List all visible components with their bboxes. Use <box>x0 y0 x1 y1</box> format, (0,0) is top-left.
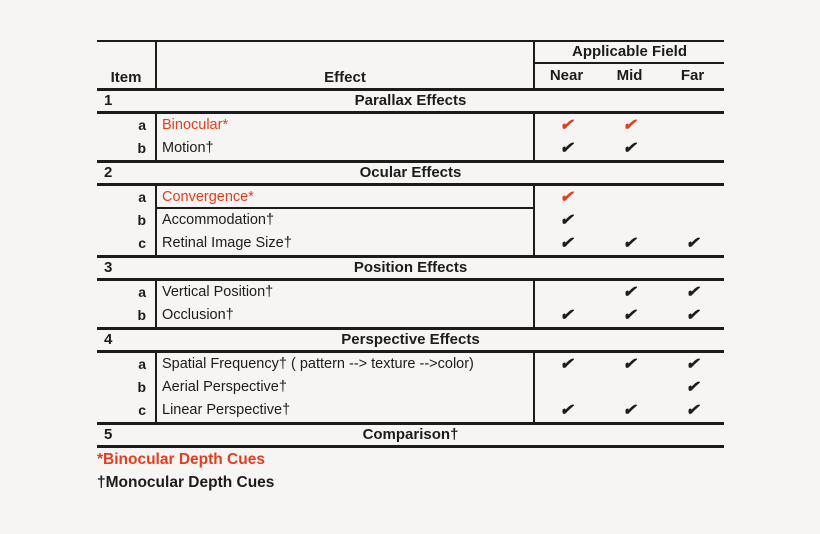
check-cell-far <box>661 209 724 232</box>
table-row-spatial-frequency: a Spatial Frequency† ( pattern --> textu… <box>97 353 724 376</box>
item-cell: b <box>97 137 157 160</box>
table-row-aerial-perspective: b Aerial Perspective† ✔ <box>97 376 724 399</box>
check-cell-near: ✔ <box>559 356 574 373</box>
check-cell-near <box>535 281 598 304</box>
effect-cell: Linear Perspective† <box>157 399 535 422</box>
item-cell: c <box>97 232 157 255</box>
section-row-parallax: 1 Parallax Effects <box>97 88 724 114</box>
effect-cell: Motion† <box>157 137 535 160</box>
check-cell-near: ✔ <box>559 307 574 324</box>
effect-cell: Vertical Position† <box>157 281 535 304</box>
section-number: 3 <box>104 259 113 276</box>
check-cell-far: ✔ <box>685 356 700 373</box>
table-row-vertical-position: a Vertical Position† ✔ ✔ <box>97 281 724 304</box>
section-number: 1 <box>104 92 113 109</box>
column-header-far: Far <box>680 67 705 84</box>
effect-cell: Binocular* <box>157 114 535 137</box>
check-cell-mid <box>598 209 661 232</box>
check-cell-near <box>535 376 598 399</box>
section-row-perspective: 4 Perspective Effects <box>97 327 724 353</box>
depth-cues-table: Item Effect Applicable Field Near Mid Fa… <box>97 40 724 448</box>
item-cell: b <box>97 209 157 232</box>
effect-cell: Spatial Frequency† ( pattern --> texture… <box>157 353 535 376</box>
column-group-applicable-field: Applicable Field <box>535 42 724 64</box>
check-cell-far <box>661 137 724 160</box>
check-cell-near: ✔ <box>559 117 574 134</box>
check-cell-mid <box>598 376 661 399</box>
section-title: Comparison† <box>362 426 459 443</box>
check-cell-mid <box>598 186 661 209</box>
check-cell-near: ✔ <box>559 402 574 419</box>
section-row-comparison: 5 Comparison† <box>97 422 724 448</box>
check-cell-mid: ✔ <box>622 284 637 301</box>
section-number: 2 <box>104 164 113 181</box>
section-number: 4 <box>104 331 113 348</box>
effect-cell: Accommodation† <box>157 209 535 232</box>
effect-cell: Aerial Perspective† <box>157 376 535 399</box>
check-cell-near: ✔ <box>559 189 574 206</box>
check-cell-far <box>661 186 724 209</box>
effect-cell: Retinal Image Size† <box>157 232 535 255</box>
section-row-position: 3 Position Effects <box>97 255 724 281</box>
table-row-occlusion: b Occlusion† ✔ ✔ ✔ <box>97 304 724 327</box>
check-cell-mid: ✔ <box>622 307 637 324</box>
effect-cell: Occlusion† <box>157 304 535 327</box>
check-cell-far: ✔ <box>685 235 700 252</box>
item-cell: c <box>97 399 157 422</box>
section-title: Perspective Effects <box>341 331 480 348</box>
section-title: Parallax Effects <box>354 92 467 109</box>
item-cell: a <box>97 186 157 209</box>
check-cell-far: ✔ <box>685 284 700 301</box>
column-header-effect: Effect <box>157 42 535 88</box>
check-cell-near: ✔ <box>559 140 574 157</box>
footnote-binocular: *Binocular Depth Cues <box>97 451 265 468</box>
footnotes: *Binocular Depth Cues †Monocular Depth C… <box>97 448 274 494</box>
check-cell-far: ✔ <box>685 402 700 419</box>
check-cell-mid: ✔ <box>622 402 637 419</box>
section-title: Position Effects <box>353 259 468 276</box>
item-cell: b <box>97 376 157 399</box>
check-cell-near: ✔ <box>559 212 574 229</box>
section-number: 5 <box>104 426 113 443</box>
table-header: Item Effect Applicable Field Near Mid Fa… <box>97 42 724 88</box>
table-row-accommodation: b Accommodation† ✔ <box>97 209 724 232</box>
section-row-ocular: 2 Ocular Effects <box>97 160 724 186</box>
table-row-retinal-image-size: c Retinal Image Size† ✔ ✔ ✔ <box>97 232 724 255</box>
item-cell: b <box>97 304 157 327</box>
column-header-item: Item <box>97 42 157 88</box>
check-cell-mid: ✔ <box>622 235 637 252</box>
table-row-motion: b Motion† ✔ ✔ <box>97 137 724 160</box>
check-cell-far: ✔ <box>685 307 700 324</box>
check-cell-mid: ✔ <box>622 356 637 373</box>
item-cell: a <box>97 281 157 304</box>
table-row-linear-perspective: c Linear Perspective† ✔ ✔ ✔ <box>97 399 724 422</box>
table-row-binocular: a Binocular* ✔ ✔ <box>97 114 724 137</box>
column-header-near: Near <box>549 67 584 84</box>
column-header-mid: Mid <box>616 67 643 84</box>
check-cell-mid: ✔ <box>622 117 637 134</box>
check-cell-far: ✔ <box>685 379 700 396</box>
check-cell-far <box>661 114 724 137</box>
footnote-monocular: †Monocular Depth Cues <box>97 474 275 491</box>
table-row-convergence: a Convergence* ✔ <box>97 186 724 209</box>
check-cell-mid: ✔ <box>622 140 637 157</box>
item-cell: a <box>97 353 157 376</box>
section-title: Ocular Effects <box>359 164 462 181</box>
item-cell: a <box>97 114 157 137</box>
effect-cell: Convergence* <box>157 186 535 209</box>
check-cell-near: ✔ <box>559 235 574 252</box>
